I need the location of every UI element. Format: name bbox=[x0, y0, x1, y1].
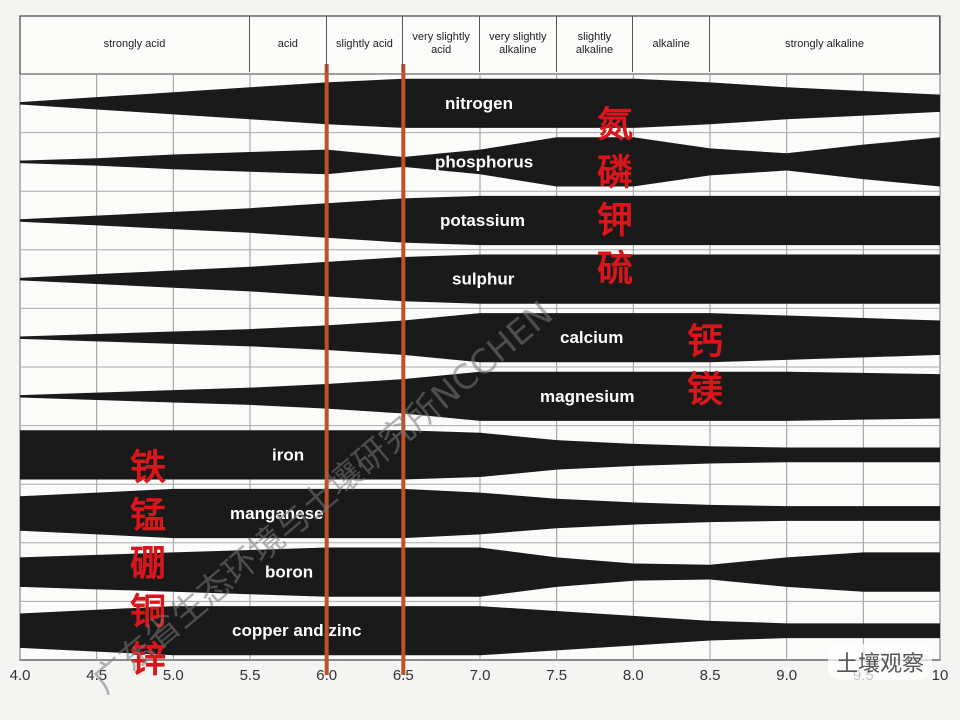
nutrient-label: calcium bbox=[560, 328, 623, 347]
nutrient-label: boron bbox=[265, 563, 313, 582]
availability-band bbox=[20, 430, 940, 480]
nutrient-label: sulphur bbox=[452, 270, 515, 289]
availability-band bbox=[20, 488, 940, 539]
zone-label: very slightly acid bbox=[403, 16, 480, 72]
nutrient-label: potassium bbox=[440, 211, 525, 230]
availability-band bbox=[20, 254, 940, 304]
availability-band bbox=[20, 547, 940, 597]
nutrient-label: nitrogen bbox=[445, 94, 513, 113]
zone-label: alkaline bbox=[633, 16, 710, 72]
x-tick-label: 7.5 bbox=[546, 667, 567, 684]
nutrient-label: magnesium bbox=[540, 387, 634, 406]
nutrient-label: manganese bbox=[230, 504, 324, 523]
nutrient-label: copper and zinc bbox=[232, 621, 361, 640]
logo: 土壤观察 bbox=[827, 644, 932, 680]
x-tick-label: 6.0 bbox=[316, 667, 337, 684]
x-tick-label: 8.0 bbox=[623, 667, 644, 684]
annotation: 钙镁 bbox=[681, 322, 722, 418]
zone-label: very slightly alkaline bbox=[480, 16, 557, 72]
zone-label: slightly acid bbox=[327, 16, 404, 72]
x-tick-label: 5.5 bbox=[240, 667, 261, 684]
availability-band bbox=[20, 371, 940, 421]
x-tick-label: 10 bbox=[932, 667, 949, 684]
x-tick-label: 4.0 bbox=[10, 667, 31, 684]
availability-band bbox=[20, 195, 940, 246]
zone-label: acid bbox=[250, 16, 327, 72]
x-tick-label: 6.5 bbox=[393, 667, 414, 684]
nutrient-label: iron bbox=[272, 445, 304, 464]
zone-label: strongly alkaline bbox=[710, 16, 940, 72]
annotation: 铁锰硼铜锌 bbox=[124, 448, 165, 688]
availability-band bbox=[20, 137, 940, 187]
zone-label: strongly acid bbox=[20, 16, 250, 72]
availability-band bbox=[20, 606, 940, 656]
availability-band bbox=[20, 313, 940, 363]
x-tick-label: 9.0 bbox=[776, 667, 797, 684]
x-tick-label: 5.0 bbox=[163, 667, 184, 684]
x-tick-label: 8.5 bbox=[700, 667, 721, 684]
annotation: 氮磷钾硫 bbox=[591, 105, 632, 297]
x-tick-label: 7.0 bbox=[470, 667, 491, 684]
x-tick-label: 4.5 bbox=[86, 667, 107, 684]
nutrient-label: phosphorus bbox=[435, 152, 533, 171]
availability-band bbox=[20, 78, 940, 128]
zone-label: slightly alkaline bbox=[557, 16, 634, 72]
